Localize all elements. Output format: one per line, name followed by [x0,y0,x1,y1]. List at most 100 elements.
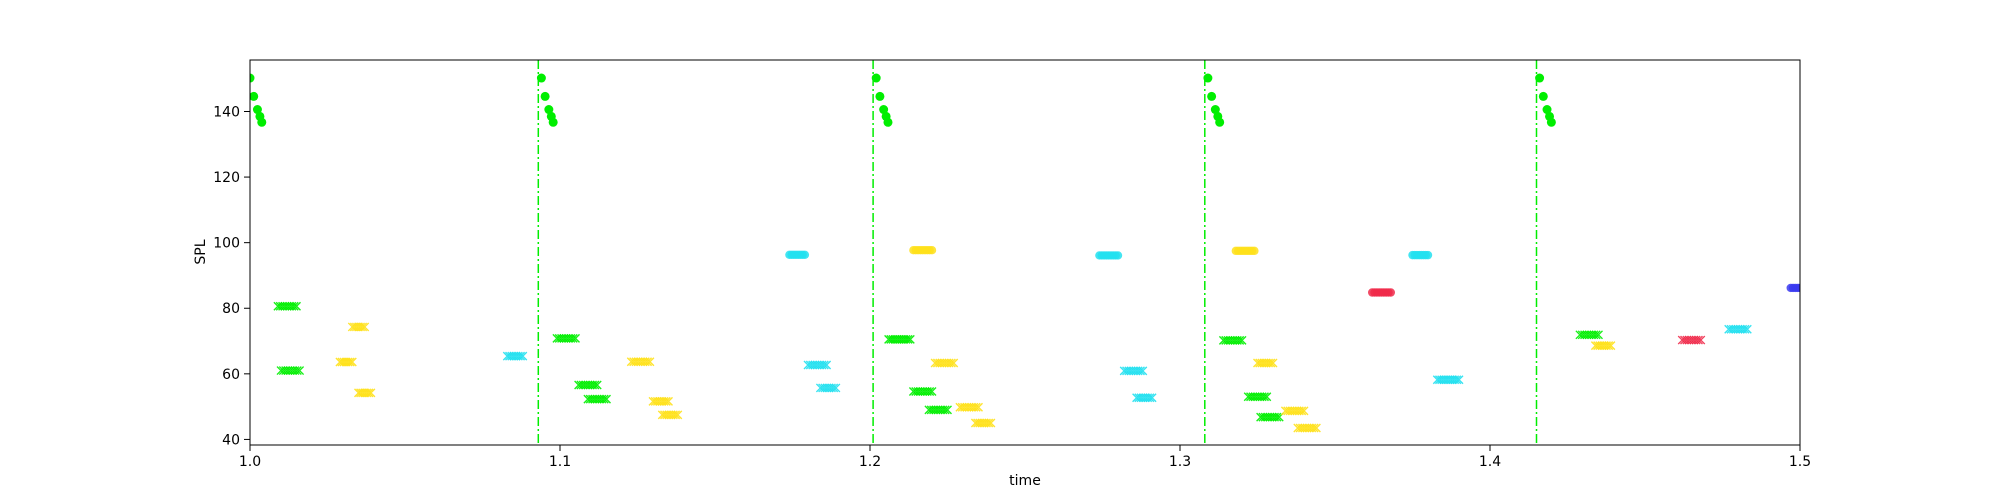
note-segment [502,351,528,361]
note-segment [1575,330,1603,340]
segment-point [362,388,372,398]
segment-point [1145,393,1155,403]
onset-point [250,91,259,101]
segment-point [901,334,911,344]
segment-point [940,405,950,415]
note-segment [785,250,810,259]
segment-point [831,383,841,393]
segment-point [358,322,368,332]
segment-point [1452,375,1462,385]
note-segment [1677,335,1706,345]
segment-point [590,380,600,390]
segment-point [289,301,299,311]
onset-point [1210,105,1220,115]
segment-point [984,418,994,428]
segment-point [1135,366,1145,376]
note-segment [1253,358,1278,368]
note-segment [924,405,952,415]
segment-point [1268,358,1278,368]
segment-point [356,322,366,332]
segment-point [1113,251,1123,260]
segment-point [1742,324,1752,334]
segment-point [592,380,602,390]
onset-point [1538,91,1548,101]
y-tick-label: 60 [222,367,240,383]
note-segment [1119,366,1148,376]
segment-point [905,334,915,344]
note-segment [908,387,937,397]
segment-point [1299,406,1309,416]
x-tick-label: 1.0 [239,454,261,470]
segment-point [661,396,671,406]
segment-point [1740,324,1750,334]
note-segment [909,246,937,255]
segment-point [899,334,909,344]
plot-frame [249,59,1801,446]
plot-background [250,60,1800,445]
y-tick-label: 100 [213,236,240,252]
note-segment [552,333,580,343]
segment-point [1235,335,1245,345]
segment-point [925,387,935,397]
segment-point [1309,423,1319,433]
onset-point [883,117,893,127]
note-segment [930,358,959,368]
segment-point [1439,375,1449,385]
x-tick-label: 1.3 [1169,454,1191,470]
segment-point [364,388,374,398]
segment-point [974,402,983,412]
onset-point [871,73,881,83]
segment-point [943,405,952,415]
onset-point [1203,73,1213,83]
y-tick-label: 40 [222,432,240,448]
segment-point [360,322,370,332]
segment-point [1693,335,1703,345]
note-segment [1786,283,1800,293]
note-segment [1231,246,1259,256]
note-segment [970,418,996,428]
note-segment [1132,393,1157,403]
x-tick-label: 1.4 [1479,454,1501,470]
segment-point [568,333,578,343]
segment-point [1138,366,1148,376]
onset-point [250,73,255,83]
note-segment [1408,250,1433,260]
segment-point [1606,341,1616,351]
note-segment [1432,375,1464,385]
onset-point [257,117,267,127]
segment-point [671,410,681,420]
note-segment [1293,423,1321,433]
segment-point [1147,393,1157,403]
segment-point [822,360,832,370]
segment-point [1432,375,1442,385]
x-axis-ticks: 1.0 1.1 1.2 1.3 1.4 1.5 [239,445,1811,470]
segment-point [927,387,937,397]
segment-point [1437,375,1447,385]
data-marks [250,73,1800,433]
segment-point [1450,375,1460,385]
onset-point [1546,117,1556,127]
segment-point [1237,335,1247,345]
segment-point [1447,375,1457,385]
segment-point [1594,330,1603,340]
segment-point [897,334,907,344]
segment-point [1423,250,1433,260]
segment-point [1445,375,1455,385]
segment-point [884,334,894,344]
onset-point [875,91,885,101]
segment-point [1443,375,1453,385]
onset-point [252,105,262,115]
onset-point [548,117,558,127]
segment-point [1259,392,1269,402]
onset-point [536,73,546,83]
segment-point [986,418,996,428]
onset-point [1207,91,1217,101]
segment-point [295,366,305,376]
note-segment [1243,392,1272,402]
segment-point [819,360,829,370]
note-segment [657,410,683,420]
segment-point [602,394,611,404]
segment-point [800,250,810,259]
segment-point [892,334,902,344]
